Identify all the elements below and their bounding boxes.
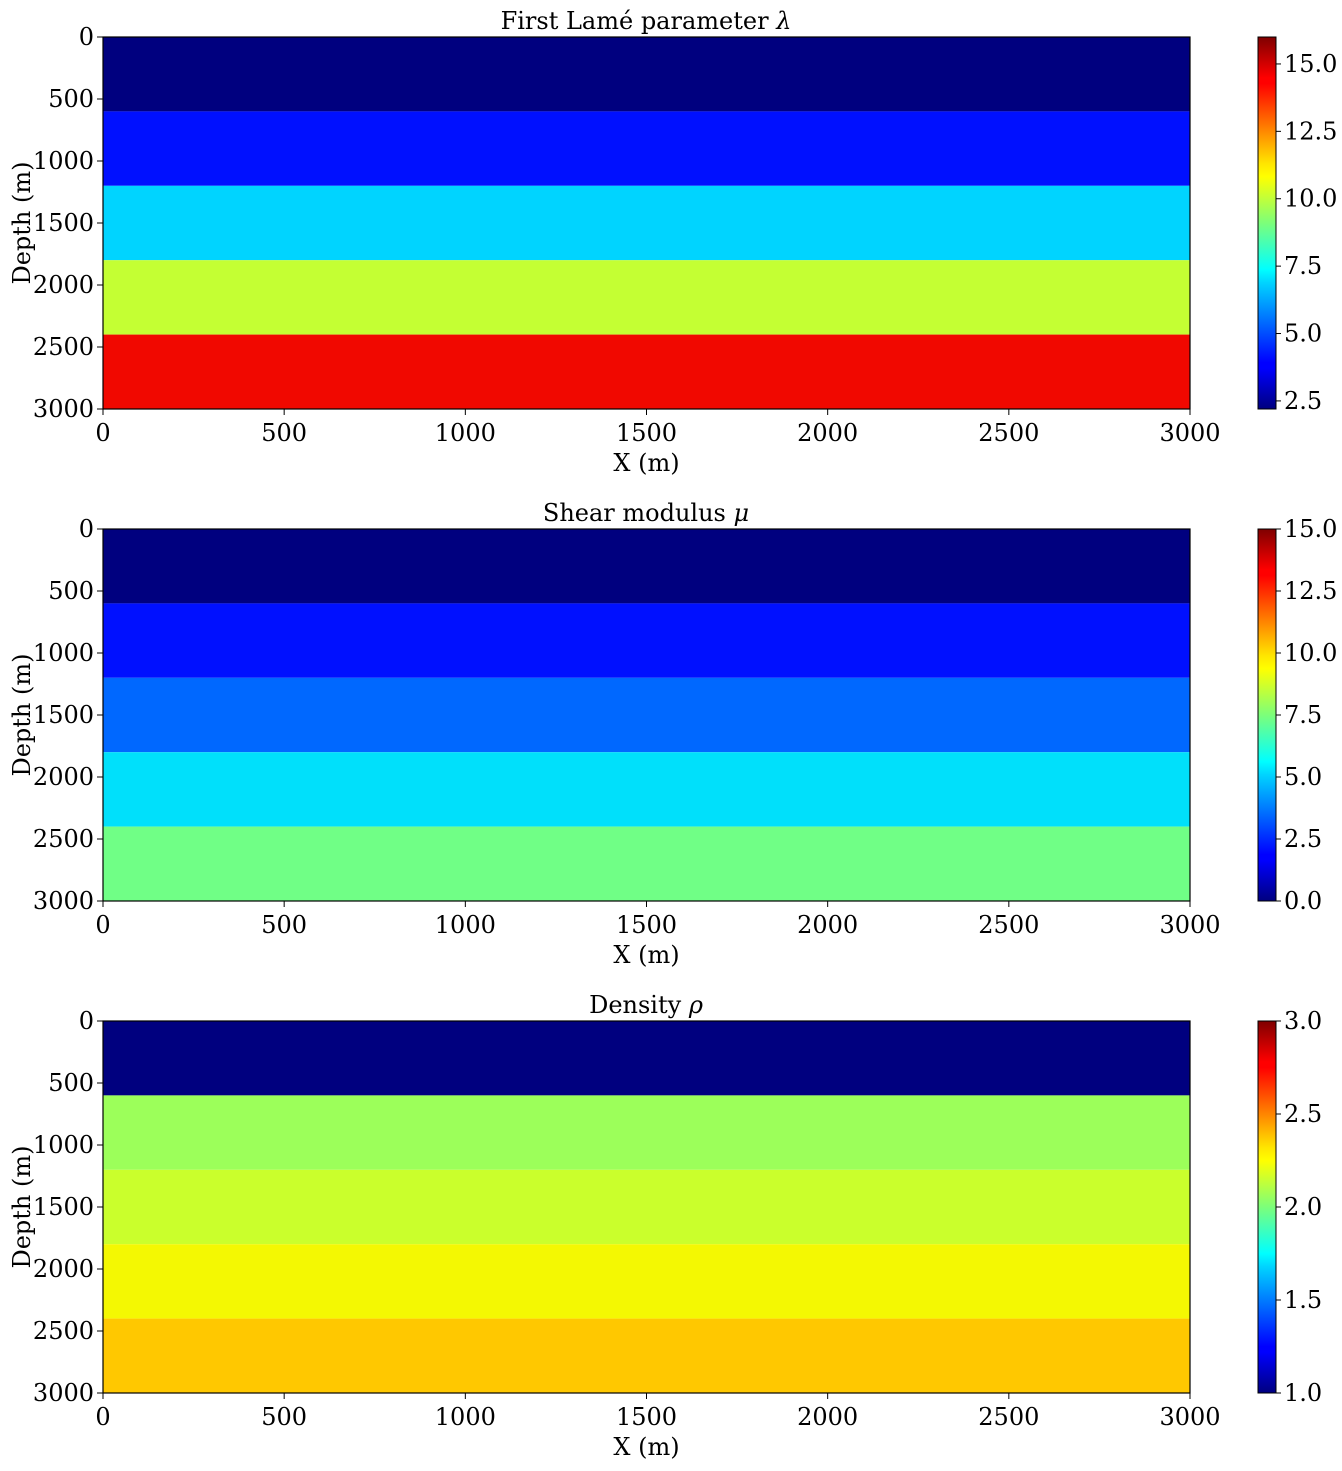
layer-band [103,752,1190,827]
panel-title: Shear modulus μ [543,499,749,527]
y-tick-label: 500 [48,577,94,605]
y-tick-label: 2000 [33,1255,94,1283]
y-tick-label: 0 [79,23,94,51]
y-tick-label: 2000 [33,763,94,791]
x-axis-label: X (m) [613,1433,679,1461]
layer-band [103,529,1190,604]
y-tick-label: 1000 [33,1131,94,1159]
colorbar-tick-label: 2.5 [1284,1100,1322,1128]
layer-band [103,677,1190,753]
x-tick-label: 2000 [797,911,858,939]
colorbar-tick-label: 1.5 [1284,1286,1322,1314]
x-tick-label: 3000 [1159,1403,1220,1431]
colorbar-tick-label: 10.0 [1284,185,1337,213]
x-tick-label: 0 [95,419,110,447]
y-tick-label: 1500 [33,1193,94,1221]
panel-lambda: First Lamé parameter λ 0 500 1000 1500 2000 2… [8,7,1337,477]
y-tick-label: 3000 [33,887,94,915]
x-tick-label: 1500 [616,419,677,447]
colorbar-tick-label: 12.5 [1284,577,1337,605]
y-axis-label: Depth (m) [8,653,36,776]
layer-band [103,603,1190,678]
x-tick-label: 500 [261,419,307,447]
colorbar-tick-label: 5.0 [1284,320,1322,348]
x-tick-label: 2000 [797,1403,858,1431]
y-tick-label: 3000 [33,395,94,423]
layer-band [103,1318,1190,1393]
panel-title: First Lamé parameter λ [501,7,792,35]
colorbar-tick-label: 15.0 [1284,50,1337,78]
layer-band [103,1095,1190,1170]
y-tick-label: 1500 [33,209,94,237]
colorbar-tick-label: 12.5 [1284,117,1337,145]
colorbar-tick-label: 5.0 [1284,763,1322,791]
x-tick-label: 500 [261,1403,307,1431]
x-tick-label: 0 [95,1403,110,1431]
x-tick-label: 3000 [1159,419,1220,447]
y-axis-label: Depth (m) [8,1145,36,1268]
colorbar-tick-label: 1.0 [1284,1379,1322,1407]
colorbar-tick-label: 2.5 [1284,825,1322,853]
layer-band [103,111,1190,186]
x-tick-label: 2500 [978,911,1039,939]
y-tick-label: 0 [79,515,94,543]
x-tick-label: 1000 [435,419,496,447]
colorbar [1257,528,1277,902]
layer-band [103,1244,1190,1319]
y-tick-label: 2000 [33,271,94,299]
x-tick-label: 1000 [435,1403,496,1431]
y-tick-label: 3000 [33,1379,94,1407]
colorbar [1257,1020,1277,1394]
layer-band [103,37,1190,112]
colorbar [1257,36,1277,410]
colorbar-tick-label: 3.0 [1284,1007,1322,1035]
colorbar-tick-label: 2.0 [1284,1193,1322,1221]
x-tick-label: 1500 [616,911,677,939]
x-tick-label: 2000 [797,419,858,447]
y-tick-label: 2500 [33,825,94,853]
panel-title: Density ρ [589,991,703,1019]
layer-band [103,1169,1190,1245]
colorbar-tick-label: 10.0 [1284,639,1337,667]
colorbar-tick-label: 2.5 [1284,387,1322,415]
colorbar-tick-label: 7.5 [1284,252,1322,280]
panel-mu: Shear modulus μ 0 500 1000 1500 2000 2500 3000… [8,499,1337,969]
x-tick-label: 2500 [978,419,1039,447]
y-tick-label: 2500 [33,1317,94,1345]
layer-band [103,334,1190,409]
y-tick-label: 500 [48,1069,94,1097]
x-axis-label: X (m) [613,941,679,969]
colorbar-tick-label: 0.0 [1284,887,1322,915]
colorbar-tick-label: 7.5 [1284,701,1322,729]
y-tick-label: 1000 [33,639,94,667]
x-tick-label: 3000 [1159,911,1220,939]
colorbar-tick-label: 15.0 [1284,515,1337,543]
layer-band [103,260,1190,335]
layer-band [103,185,1190,261]
y-axis-label: Depth (m) [8,161,36,284]
layer-band [103,826,1190,901]
y-tick-label: 0 [79,1007,94,1035]
x-tick-label: 0 [95,911,110,939]
y-tick-label: 1500 [33,701,94,729]
panel-rho: Density ρ 0 500 1000 1500 2000 2500 3000 0 500 1… [8,991,1322,1461]
y-tick-label: 1000 [33,147,94,175]
x-tick-label: 500 [261,911,307,939]
y-tick-label: 2500 [33,333,94,361]
y-tick-label: 500 [48,85,94,113]
x-tick-label: 2500 [978,1403,1039,1431]
x-axis-label: X (m) [613,449,679,477]
layer-band [103,1021,1190,1096]
x-tick-label: 1000 [435,911,496,939]
x-tick-label: 1500 [616,1403,677,1431]
